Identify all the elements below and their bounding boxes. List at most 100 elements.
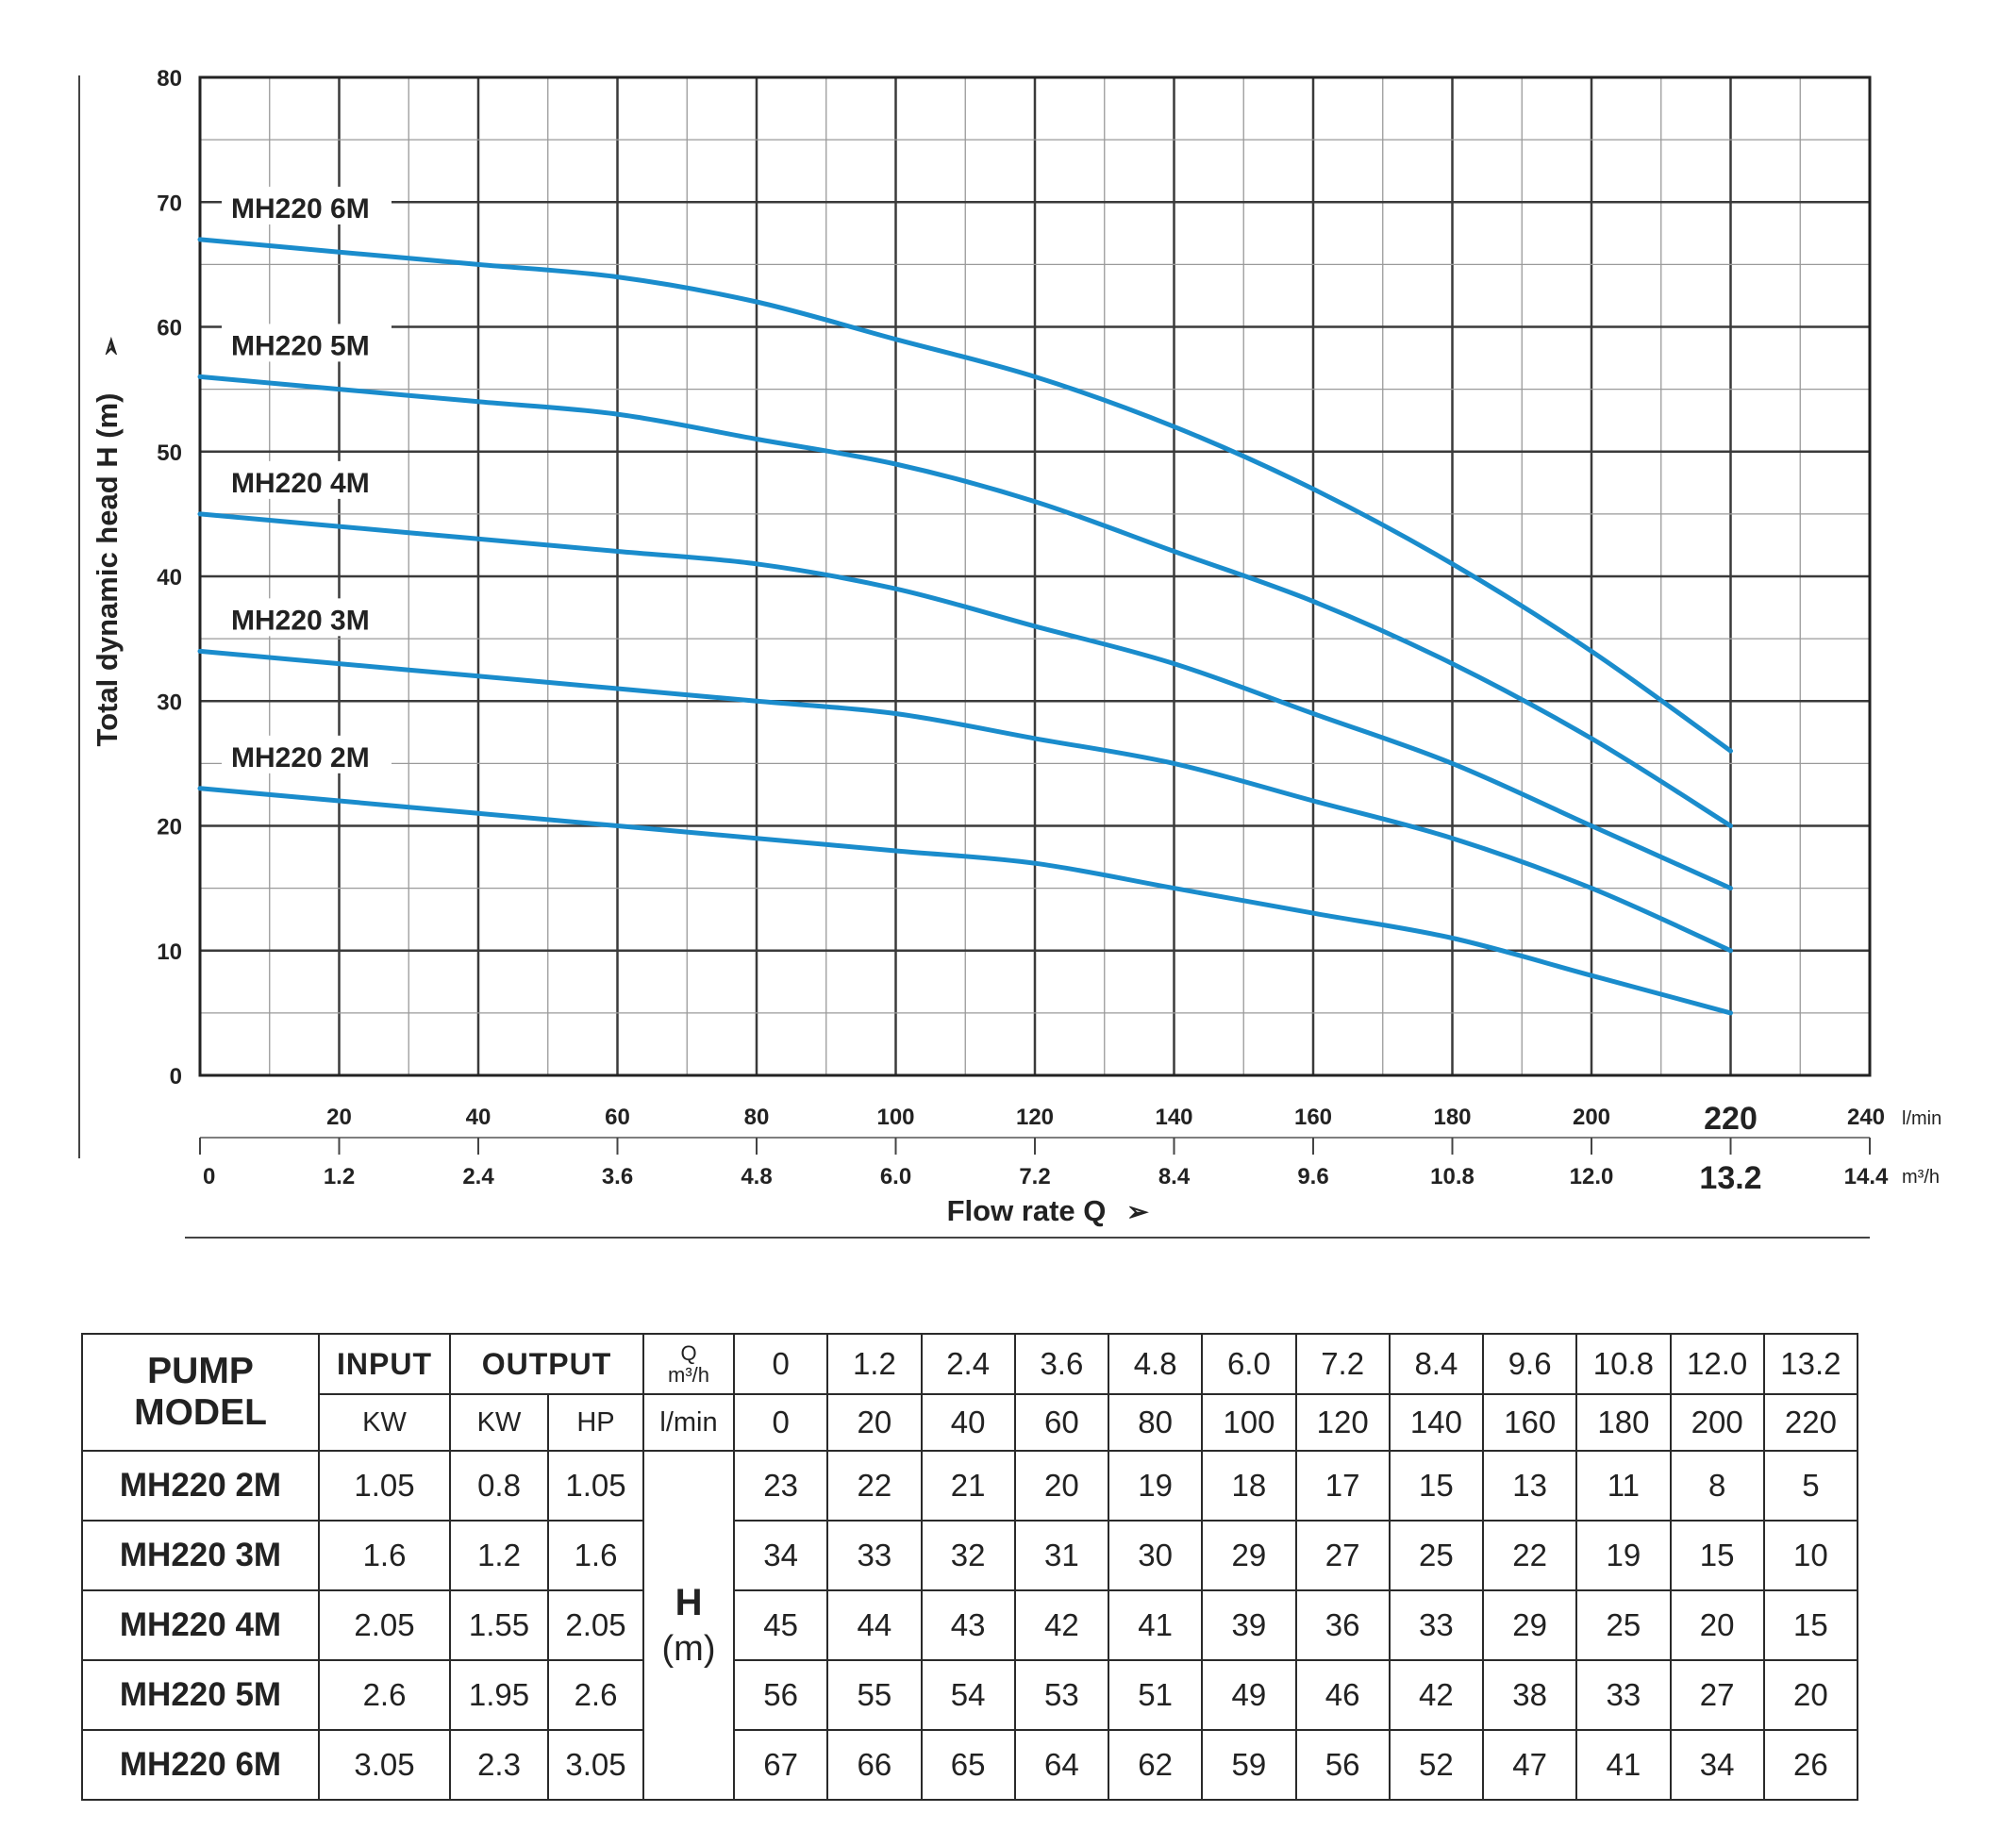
head-value-cell: 15 <box>1762 1589 1859 1661</box>
curve-label: MH220 4M <box>231 468 370 499</box>
pump-performance-chart: 0 10 20 30 40 50 60 70 80 20 40 60 80 100 120 140 160 18… <box>78 66 1941 1239</box>
head-value-cell: 65 <box>920 1729 1016 1801</box>
head-value-cell: 44 <box>826 1589 923 1661</box>
head-value-cell: 45 <box>733 1589 829 1661</box>
pump-model-cell: MH220 6M <box>81 1729 320 1801</box>
head-value-cell: 30 <box>1108 1520 1204 1591</box>
curve-label-bg <box>222 324 392 362</box>
input-kw-unit: KW <box>318 1393 451 1452</box>
head-value-cell: 49 <box>1201 1659 1297 1731</box>
input-kw-cell: 2.05 <box>318 1589 451 1661</box>
x-tick-label-m3h: 1.2 <box>324 1164 355 1189</box>
q-m3h-header: Q m³/h <box>642 1333 736 1395</box>
performance-table-container: PUMP MODEL INPUT OUTPUT Q m³/h 0 1.2 2.4 3.… <box>81 1333 1859 1801</box>
x-tick-label-m3h: 8.4 <box>1158 1164 1191 1189</box>
q-m3h-cell: 12.0 <box>1669 1333 1765 1395</box>
x-axis-title: Flow rate Q <box>947 1194 1107 1227</box>
q-m3h-cell: 9.6 <box>1482 1333 1578 1395</box>
q-lmin-cell: 160 <box>1482 1393 1578 1452</box>
table-header-row-1: PUMP MODEL INPUT OUTPUT Q m³/h 0 1.2 2.4 3.… <box>81 1333 1859 1452</box>
table-row: MH220 3M 1.6 1.2 1.6 34 33 32 31 30 29 27 25 22 19 15 1… <box>81 1520 1859 1591</box>
head-value-cell: 51 <box>1108 1659 1204 1731</box>
q-lmin-cell: 180 <box>1575 1393 1672 1452</box>
head-value-cell: 52 <box>1388 1729 1485 1801</box>
head-value-cell: 10 <box>1762 1520 1859 1591</box>
q-lmin-cell: 200 <box>1669 1393 1765 1452</box>
head-value-cell: 29 <box>1482 1589 1578 1661</box>
q-lmin-cell: 20 <box>826 1393 923 1452</box>
head-value-cell: 18 <box>1201 1450 1297 1522</box>
q-m3h-cell: 13.2 <box>1762 1333 1859 1395</box>
x-tick-label-lmin: 140 <box>1155 1105 1192 1130</box>
head-value-cell: 66 <box>826 1729 923 1801</box>
output-kw-cell: 2.3 <box>449 1729 549 1801</box>
y-tick-label: 40 <box>157 565 182 590</box>
head-value-cell: 21 <box>920 1450 1016 1522</box>
q-m3h-cell: 3.6 <box>1013 1333 1110 1395</box>
x-tick-label-m3h: 4.8 <box>741 1164 772 1189</box>
input-kw-cell: 2.6 <box>318 1659 451 1731</box>
output-hp-cell: 1.6 <box>546 1520 645 1591</box>
head-value-cell: 23 <box>733 1450 829 1522</box>
table-row: MH220 2M 1.05 0.8 1.05 H (m) 23 22 21 20 19 18 17 15 1… <box>81 1450 1859 1801</box>
x-tick-label-m3h: 14.4 <box>1844 1164 1889 1189</box>
q-lmin-cell: 80 <box>1108 1393 1204 1452</box>
performance-curves <box>197 237 1733 1016</box>
head-value-cell: 33 <box>1575 1659 1672 1731</box>
x-tick-label-m3h: 2.4 <box>462 1164 494 1189</box>
input-kw-cell: 1.05 <box>318 1450 451 1522</box>
head-value-cell: 19 <box>1108 1450 1204 1522</box>
pump-model-cell: MH220 5M <box>81 1659 320 1731</box>
x-tick-label-m3h: 10.8 <box>1430 1164 1475 1189</box>
head-value-cell: 29 <box>1201 1520 1297 1591</box>
x-tick-label-m3h: 13.2 <box>1699 1160 1761 1196</box>
head-value-cell: 34 <box>1669 1729 1765 1801</box>
x-tick-label-lmin: 240 <box>1847 1105 1885 1130</box>
head-value-cell: 56 <box>1294 1729 1391 1801</box>
y-tick-label: 50 <box>157 441 182 466</box>
output-kw-unit: KW <box>449 1393 549 1452</box>
head-value-cell: 67 <box>733 1729 829 1801</box>
head-unit: (m) <box>661 1628 716 1669</box>
head-value-cell: 33 <box>1388 1589 1485 1661</box>
x-tick-label-m3h: 9.6 <box>1297 1164 1328 1189</box>
head-value-cell: 8 <box>1669 1450 1765 1522</box>
input-kw-cell: 1.6 <box>318 1520 451 1591</box>
x-unit-m3h: m³/h <box>1902 1167 1940 1188</box>
output-kw-cell: 1.2 <box>449 1520 549 1591</box>
output-hp-cell: 2.6 <box>546 1659 645 1731</box>
head-value-cell: 64 <box>1013 1729 1110 1801</box>
output-kw-cell: 1.95 <box>449 1659 549 1731</box>
head-value-cell: 55 <box>826 1659 923 1731</box>
head-value-cell: 27 <box>1294 1520 1391 1591</box>
x-tick-label-lmin: 120 <box>1016 1105 1054 1130</box>
head-value-cell: 41 <box>1575 1729 1672 1801</box>
x-tick-label-lmin: 180 <box>1433 1105 1471 1130</box>
x-tick-label-lmin: 60 <box>605 1105 630 1130</box>
q-m3h-cell: 0 <box>733 1333 829 1395</box>
head-value-cell: 36 <box>1294 1589 1391 1661</box>
q-unit: m³/h <box>668 1363 710 1387</box>
input-kw-cell: 3.05 <box>318 1729 451 1801</box>
head-symbol: H <box>675 1582 703 1623</box>
q-lmin-cell: 220 <box>1762 1393 1859 1452</box>
head-value-cell: 32 <box>920 1520 1016 1591</box>
head-value-cell: 5 <box>1762 1450 1859 1522</box>
table-row: MH220 6M 3.05 2.3 3.05 67 66 65 64 62 59 56 52 47 41 3… <box>81 1729 1859 1801</box>
curve-line <box>197 786 1733 1016</box>
q-lmin-cell: 60 <box>1013 1393 1110 1452</box>
x-tick-label-lmin: 160 <box>1294 1105 1332 1130</box>
head-value-cell: 53 <box>1013 1659 1110 1731</box>
head-value-cell: 17 <box>1294 1450 1391 1522</box>
table-row: MH220 4M 2.05 1.55 2.05 45 44 43 42 41 39 36 33 29 25… <box>81 1589 1859 1661</box>
pump-model-header: PUMP MODEL <box>81 1333 320 1452</box>
head-value-cell: 42 <box>1388 1659 1485 1731</box>
output-hp-unit: HP <box>546 1393 645 1452</box>
x-tick-label-m3h: 0 <box>203 1164 215 1189</box>
output-kw-cell: 0.8 <box>449 1450 549 1522</box>
head-value-cell: 20 <box>1013 1450 1110 1522</box>
curve-line <box>197 374 1733 828</box>
head-value-cell: 34 <box>733 1520 829 1591</box>
plot-frame <box>198 75 1872 1077</box>
head-unit-cell: H (m) <box>642 1450 736 1801</box>
